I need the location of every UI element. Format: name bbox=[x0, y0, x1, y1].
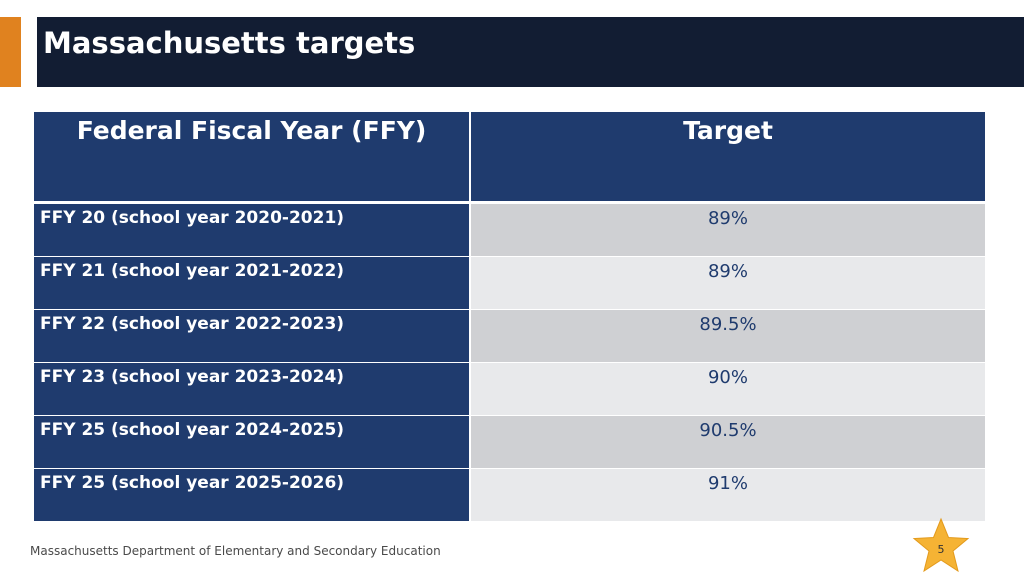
target-cell: 90.5% bbox=[470, 415, 985, 469]
target-cell: 91% bbox=[470, 468, 985, 521]
table-row: FFY 20 (school year 2020-2021) 89% bbox=[34, 201, 985, 257]
table-row: FFY 23 (school year 2023-2024) 90% bbox=[34, 362, 985, 416]
accent-bar bbox=[0, 17, 21, 87]
target-cell: 89% bbox=[470, 256, 985, 310]
table-row: FFY 21 (school year 2021-2022) 89% bbox=[34, 256, 985, 310]
target-cell: 90% bbox=[470, 362, 985, 416]
star-icon bbox=[912, 517, 970, 573]
slide-title: Massachusetts targets bbox=[43, 26, 416, 60]
year-cell: FFY 22 (school year 2022-2023) bbox=[34, 309, 471, 363]
header-ffy: Federal Fiscal Year (FFY) bbox=[34, 112, 471, 203]
targets-table: Federal Fiscal Year (FFY) Target FFY 20 … bbox=[34, 112, 985, 521]
year-cell: FFY 20 (school year 2020-2021) bbox=[34, 201, 471, 257]
table-row: FFY 25 (school year 2024-2025) 90.5% bbox=[34, 415, 985, 469]
year-cell: FFY 21 (school year 2021-2022) bbox=[34, 256, 471, 310]
table-row: FFY 25 (school year 2025-2026) 91% bbox=[34, 468, 985, 521]
target-cell: 89% bbox=[470, 201, 985, 257]
page-number: 5 bbox=[937, 543, 945, 556]
target-cell: 89.5% bbox=[470, 309, 985, 363]
title-bar: Massachusetts targets bbox=[37, 17, 1024, 87]
year-cell: FFY 25 (school year 2025-2026) bbox=[34, 468, 471, 521]
year-cell: FFY 23 (school year 2023-2024) bbox=[34, 362, 471, 416]
header-target: Target bbox=[470, 112, 985, 203]
footer-text: Massachusetts Department of Elementary a… bbox=[30, 544, 441, 558]
table-header-row: Federal Fiscal Year (FFY) Target bbox=[34, 112, 985, 203]
table-row: FFY 22 (school year 2022-2023) 89.5% bbox=[34, 309, 985, 363]
year-cell: FFY 25 (school year 2024-2025) bbox=[34, 415, 471, 469]
page-number-badge: 5 bbox=[910, 517, 972, 575]
